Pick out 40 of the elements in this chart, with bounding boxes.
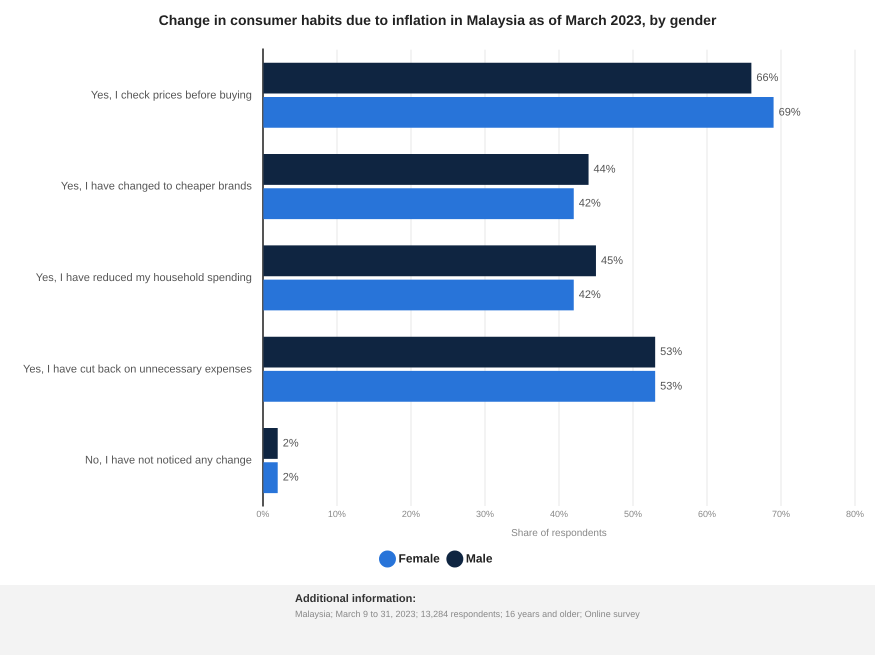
chart-title: Change in consumer habits due to inflation in Malaysia as of March 2023, by gender: [158, 12, 718, 28]
data-label: 42%: [578, 198, 601, 210]
bar: [263, 370, 656, 402]
data-label: 42%: [578, 289, 601, 302]
bar: [263, 245, 596, 276]
bar: [263, 188, 574, 220]
y-tick-label: Yes, I check prices before buying: [90, 89, 252, 102]
x-tick-label: 60%: [698, 509, 716, 520]
bar: [263, 280, 574, 310]
data-label: 2%: [282, 437, 299, 450]
bar: [263, 336, 656, 368]
bar: [263, 62, 752, 94]
x-tick-label: 40%: [550, 509, 568, 520]
x-tick-label: 70%: [772, 509, 790, 520]
bar: [263, 154, 589, 185]
y-tick-label: Yes, I have cut back on unnecessary expenses: [23, 363, 252, 376]
legend-label: Male: [466, 551, 493, 566]
x-tick-label: 10%: [328, 509, 346, 520]
data-label: 53%: [660, 380, 682, 392]
y-tick-label: No, I have not noticed any change: [84, 454, 252, 467]
y-tick-label: Yes, I have changed to cheaper brands: [60, 180, 252, 193]
x-tick-label: 30%: [476, 509, 494, 520]
text: Additional information:: [295, 593, 416, 605]
x-tick-label: 80%: [846, 509, 864, 520]
x-tick-label: 0%: [256, 509, 270, 520]
data-label: 66%: [756, 72, 779, 84]
bar: [263, 462, 278, 494]
data-label: 69%: [778, 106, 801, 118]
data-label: 2%: [282, 472, 299, 484]
data-label: 53%: [660, 346, 682, 358]
data-label: 44%: [594, 163, 616, 176]
bar: [263, 96, 774, 128]
data-label: 45%: [600, 254, 624, 267]
y-tick-label: Yes, I have reduced my household spending: [36, 272, 252, 284]
x-tick-label: 50%: [624, 509, 642, 520]
x-axis-title: Share of respondents: [511, 528, 607, 539]
x-tick-label: 20%: [402, 509, 420, 520]
text: Malaysia; March 9 to 31, 2023; 13,284 respondents; 16 years and older; Online survey: [295, 609, 640, 619]
bar: [263, 428, 278, 459]
legend-label: Female: [398, 551, 440, 566]
